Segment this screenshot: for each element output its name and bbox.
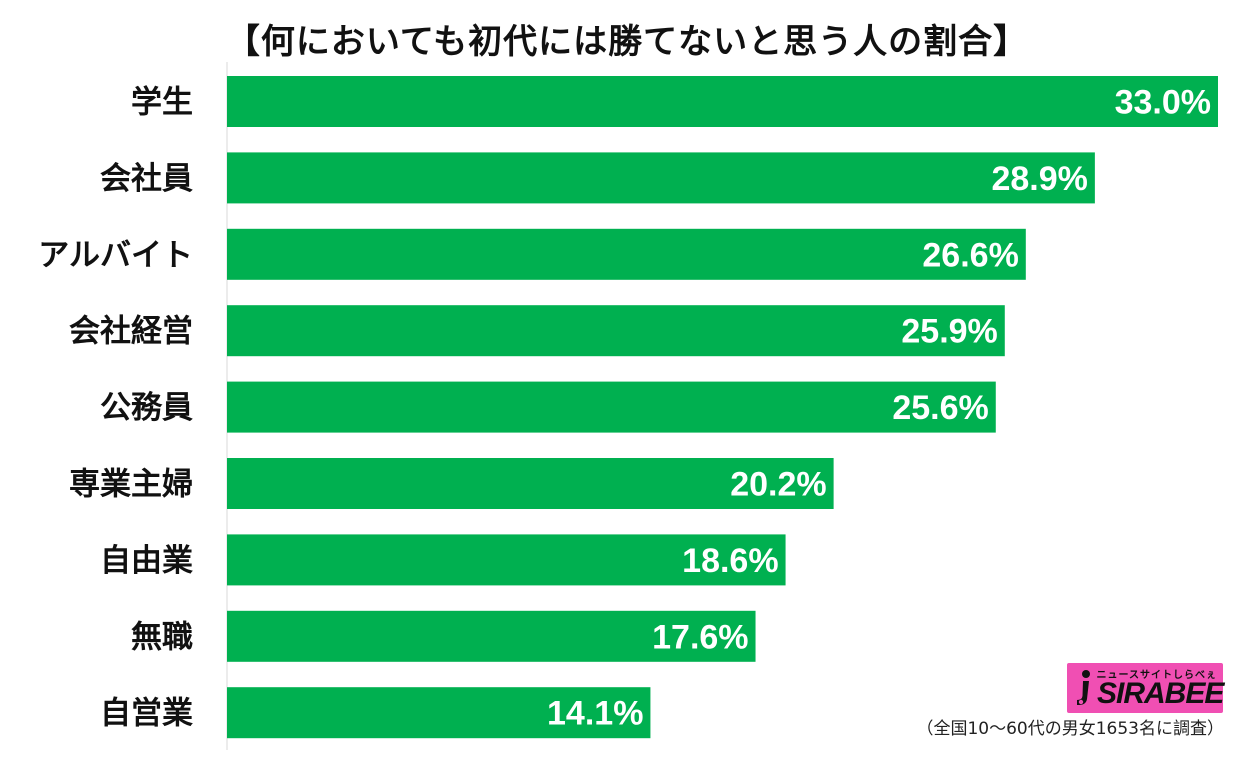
value-label: 33.0% bbox=[1115, 84, 1211, 122]
survey-footnote: （全国10～60代の男女1653名に調査） bbox=[916, 719, 1224, 739]
value-label: 18.6% bbox=[682, 542, 778, 580]
bar-3 bbox=[227, 305, 1005, 357]
bar-7 bbox=[227, 610, 756, 662]
logo-i-icon bbox=[1077, 670, 1090, 705]
value-label: 14.1% bbox=[547, 695, 643, 733]
category-label: 専業主婦 bbox=[69, 467, 193, 503]
value-label: 28.9% bbox=[991, 160, 1087, 198]
bar-0 bbox=[227, 76, 1218, 127]
bar-1 bbox=[227, 152, 1095, 204]
category-label: 会社員 bbox=[100, 161, 193, 197]
bar-2 bbox=[227, 228, 1026, 280]
category-label: 自営業 bbox=[100, 696, 193, 732]
value-label: 20.2% bbox=[730, 466, 826, 504]
logo-wordmark: SIRABEE bbox=[1097, 677, 1224, 710]
category-label: 会社経営 bbox=[69, 314, 193, 350]
category-label: 自由業 bbox=[100, 543, 193, 579]
bar-8 bbox=[227, 687, 651, 739]
value-label: 25.9% bbox=[901, 313, 997, 351]
category-label: 無職 bbox=[131, 619, 193, 655]
category-label: アルバイト bbox=[38, 237, 193, 273]
bar-4 bbox=[227, 381, 996, 433]
sirabee-logo: ニュースサイトしらべぇ SIRABEE bbox=[1067, 663, 1224, 713]
value-label: 25.6% bbox=[892, 389, 988, 427]
bar-6 bbox=[227, 534, 786, 586]
chart-title: 【何においても初代には勝てないと思う人の割合】 bbox=[225, 22, 1029, 62]
logo-tagline: ニュースサイトしらべぇ bbox=[1096, 670, 1217, 681]
value-label: 26.6% bbox=[922, 236, 1018, 274]
category-label: 学生 bbox=[131, 85, 193, 121]
value-label: 17.6% bbox=[652, 618, 748, 656]
category-label: 公務員 bbox=[100, 390, 193, 426]
bar-5 bbox=[227, 458, 834, 509]
